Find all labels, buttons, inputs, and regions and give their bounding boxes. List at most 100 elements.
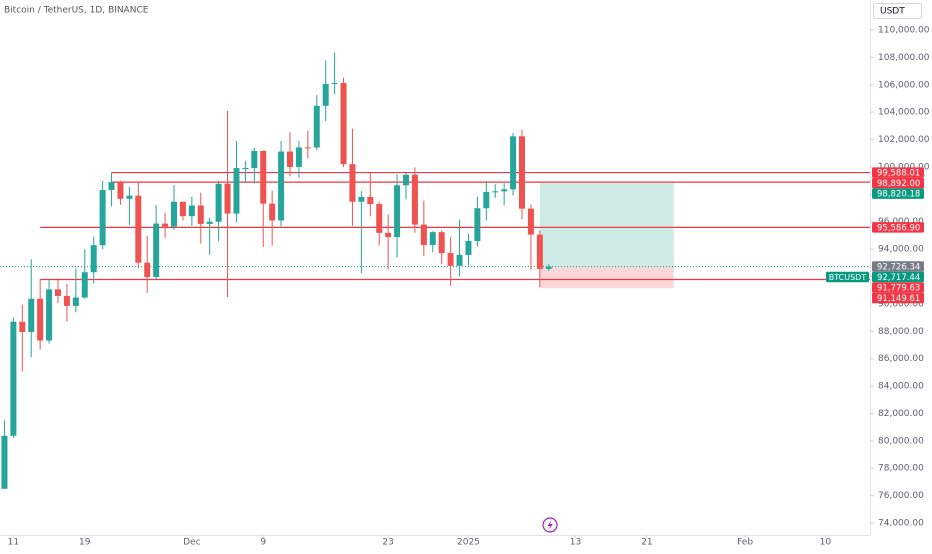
x-tick-label: 19 [79,538,91,548]
candle-body [206,221,213,224]
y-tick-label: 74,000.00 [878,519,924,529]
price-tag: 91,149.61 [872,292,924,304]
y-tick-label: 106,000.00 [878,80,930,90]
candle-body [313,105,320,148]
price-tag-label: 92,717.44 [877,273,920,283]
y-tick-label: 102,000.00 [878,135,930,145]
price-tag-box [872,188,924,199]
candle-body [510,136,517,190]
price-tag: 91,779.63 [872,282,924,294]
candle-body [162,223,169,227]
candle-body [394,185,401,238]
candle-body [46,289,53,341]
price-tag: 99,588.01 [872,167,924,179]
y-tick-label: 84,000.00 [878,382,924,392]
y-tick-label: 88,000.00 [878,327,924,337]
candle-body [501,189,508,192]
price-tag: 98,892.00 [872,177,924,189]
price-tag-box [872,167,924,178]
y-tick-label: 78,000.00 [878,464,924,474]
x-tick-label: 10 [820,538,832,548]
y-tick-label: 108,000.00 [878,53,930,63]
candle-body [376,204,383,233]
price-tag-label: 91,149.61 [877,294,920,304]
lightning-icon[interactable] [542,517,558,533]
candle-body [367,197,374,205]
candle-body [19,321,26,332]
currency-label[interactable]: USDT [880,7,905,17]
candle-body [28,298,35,332]
x-tick-label: 21 [641,538,652,548]
candle-body [411,174,418,225]
candle-body [340,82,347,165]
candle-body [63,295,70,306]
x-tick-label: 23 [382,538,393,548]
y-tick-label: 90,000.00 [878,299,924,309]
candle-body [108,182,115,190]
candle-body [72,297,79,306]
candle-body [287,151,293,167]
candle-body [322,83,329,106]
y-tick-label: 94,000.00 [878,245,924,255]
candle-body [117,182,124,199]
candle-body [81,272,88,298]
candle-body [144,262,151,277]
candle-body [224,183,231,214]
x-tick-label: Feb [737,538,753,548]
candle-body [242,167,249,169]
candle-body [331,82,338,84]
candle-body [126,195,133,199]
chart-title: Bitcoin / TetherUS, 1D, BINANCE [4,6,149,16]
price-tag-label: 99,588.01 [877,169,920,179]
candle-body [153,223,160,277]
price-tag-label: 95,586.90 [877,223,920,233]
x-tick-label: 13 [570,538,581,548]
candle-body [358,197,365,202]
candle-body [188,205,195,217]
candle-body [171,201,177,227]
symbol-tag-label: BTCUSDT [829,273,867,282]
candle-body [269,203,276,221]
candle-body [295,147,302,167]
candle-body [519,136,525,209]
candle-body [420,224,427,246]
candle-body [135,195,142,263]
candle-body [90,245,97,273]
candle-body [536,234,543,269]
price-tag: 98,820.18 [872,188,924,200]
candle-body [385,232,392,238]
price-tag-label: 98,820.18 [877,190,920,200]
y-tick-label: 86,000.00 [878,354,924,364]
x-tick-label: 2025 [457,538,480,548]
candle-body [251,150,258,168]
price-tag-box [872,271,924,283]
price-tag-box [872,292,924,304]
stop-zone [539,266,674,289]
y-tick-label: 76,000.00 [878,491,924,501]
price-tag: 92,726.34 [872,261,924,273]
x-tick-label: 11 [8,538,19,548]
candle-body [527,208,534,235]
candle-body [465,241,472,255]
candle-body [483,191,490,209]
price-tag-box [872,261,924,272]
candle-body [260,150,267,204]
candle-body [447,253,454,266]
currency-button[interactable] [873,3,922,19]
candle-body [474,208,481,242]
candle-body [1,435,8,489]
candle-body [304,147,311,149]
candle-body [403,174,409,186]
candle-body [278,151,285,221]
candle-body [10,321,17,436]
candle-body [99,189,106,246]
y-tick-label: 82,000.00 [878,409,924,419]
candle-body [349,164,356,202]
candle-body [492,191,499,193]
price-tag-box [872,282,924,293]
price-tag-label: 98,892.00 [877,179,920,189]
symbol-tag-box [826,271,869,283]
y-tick-label: 80,000.00 [878,436,924,446]
